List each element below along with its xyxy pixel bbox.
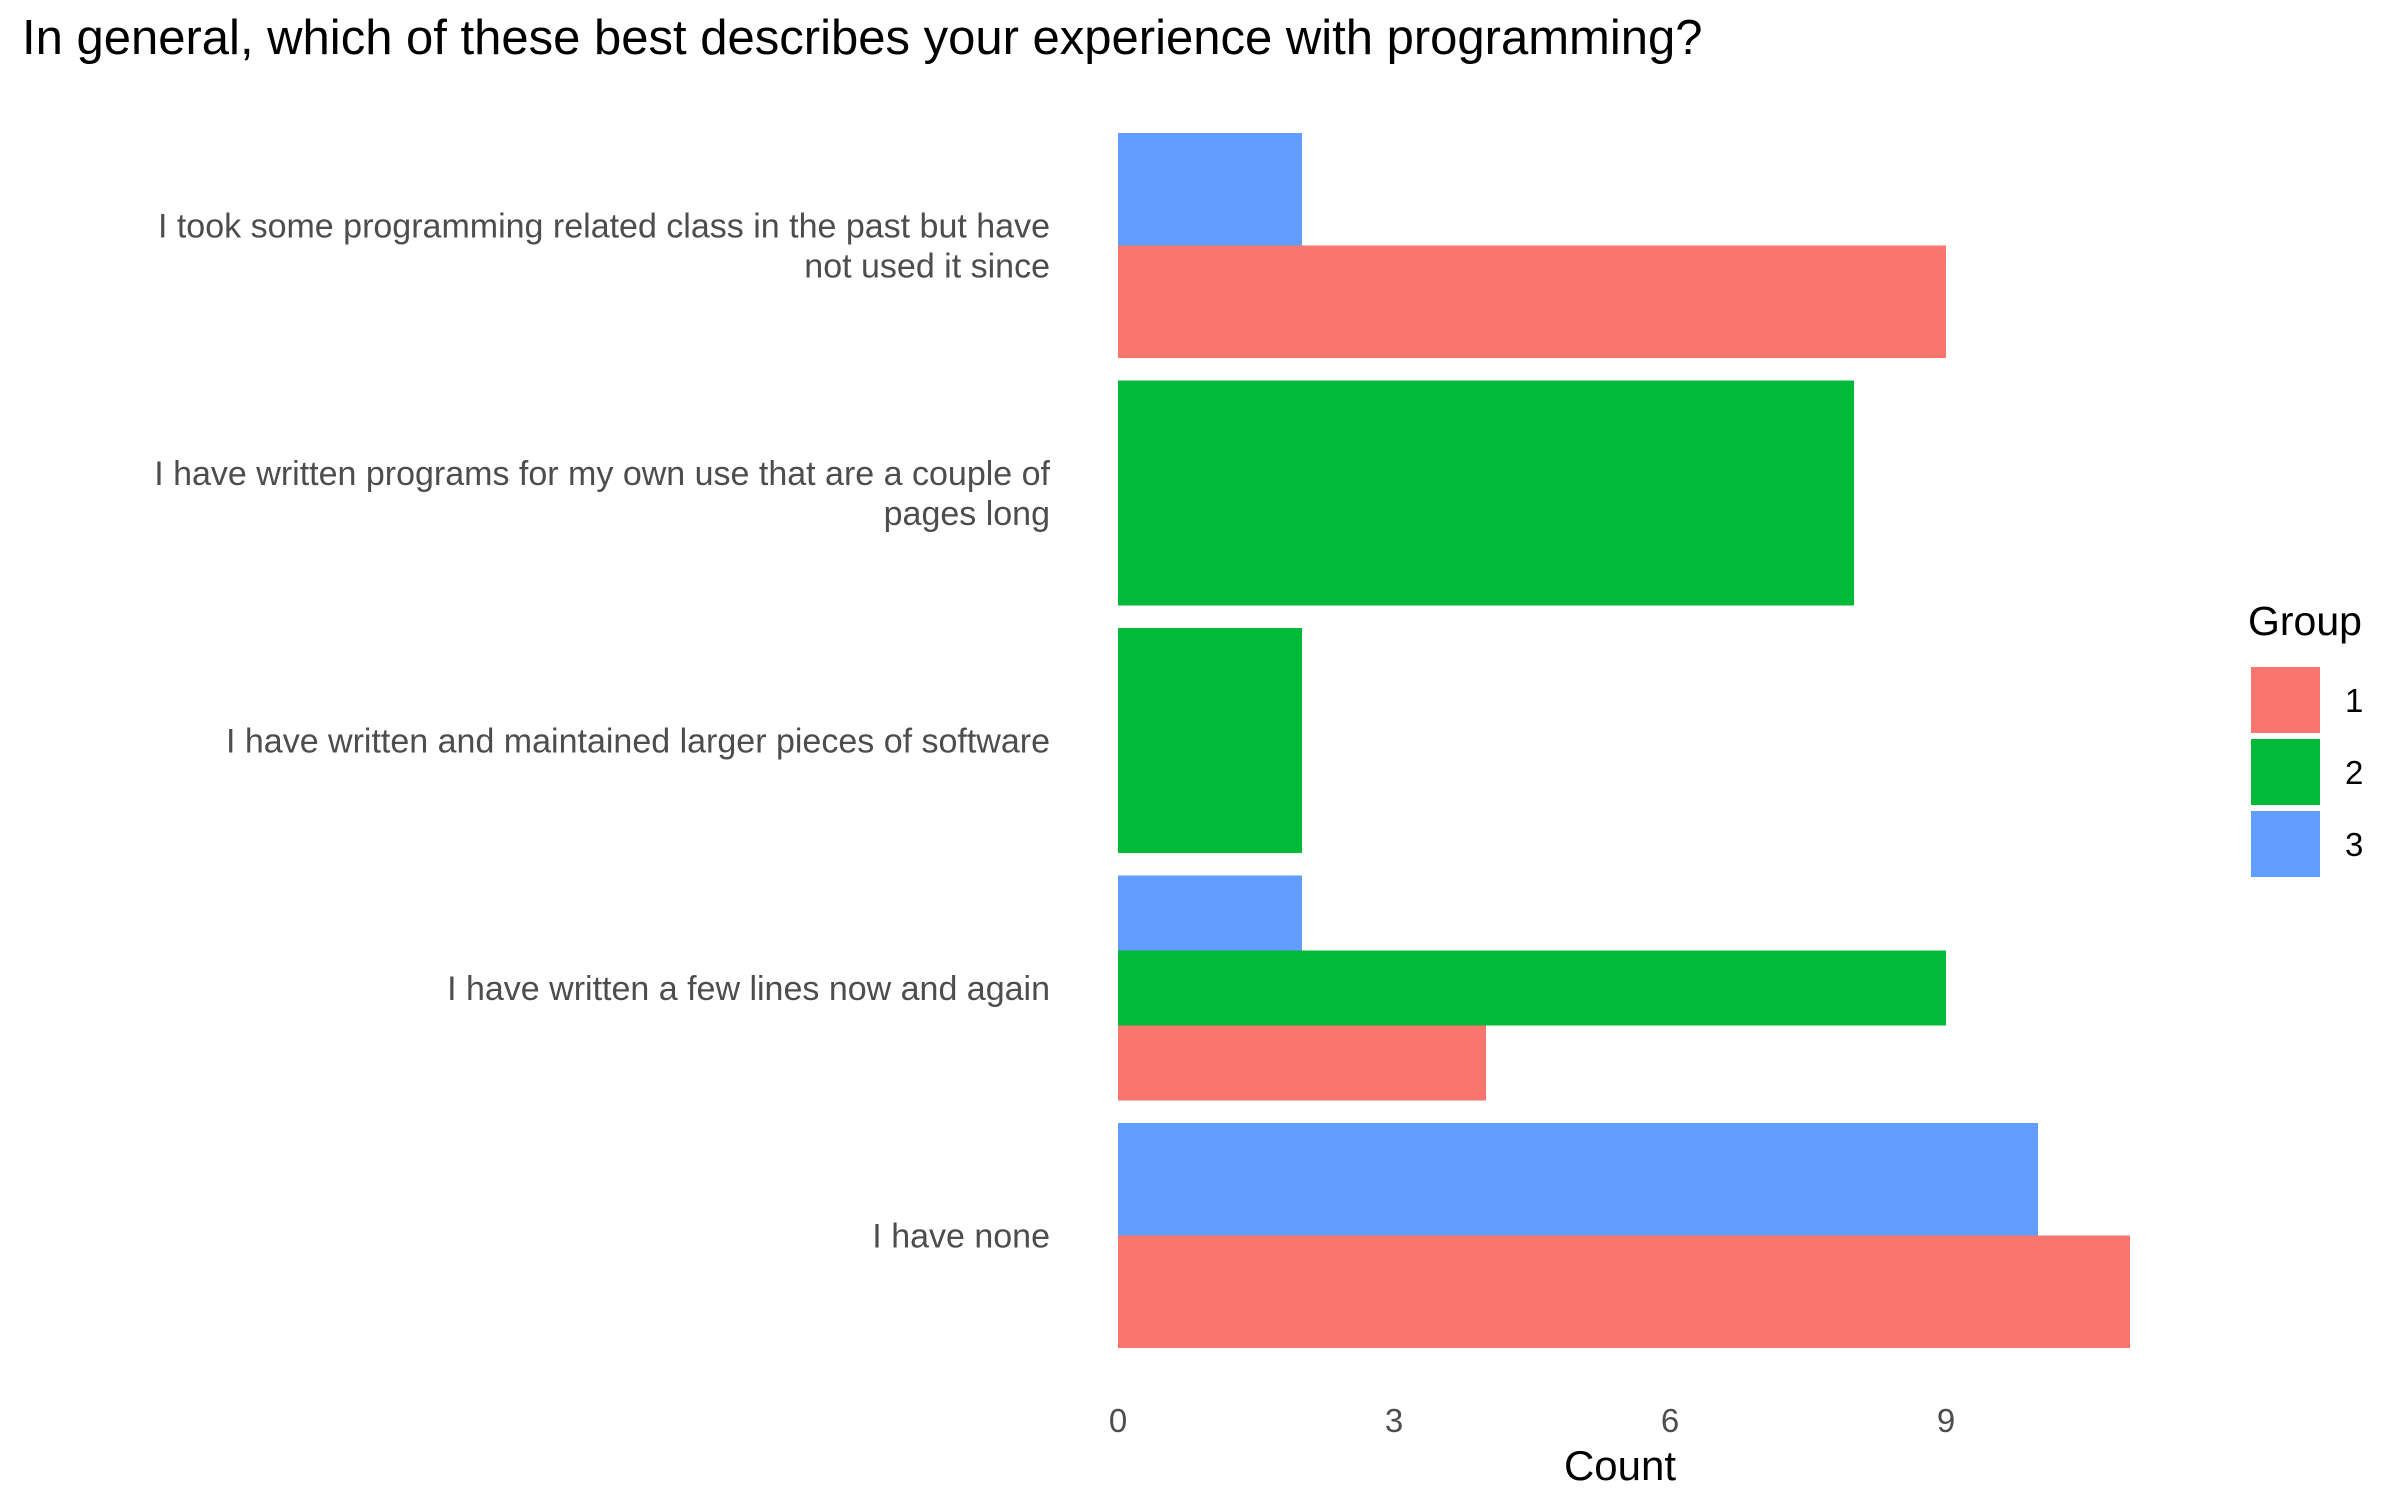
category-label-0-line1: not used it since xyxy=(804,248,1050,286)
category-label-2-line0: I have written and maintained larger pie… xyxy=(226,723,1050,761)
bar-cat3-group3 xyxy=(1118,875,1302,951)
category-label-1-line1: pages long xyxy=(884,495,1050,533)
x-axis-ticks: 0 3 6 9 xyxy=(1109,1402,1955,1439)
bar-cat0-group1 xyxy=(1118,245,1946,358)
bars-layer xyxy=(1118,133,2130,1348)
category-label-0-line0: I took some programming related class in… xyxy=(158,208,1050,246)
category-label-3-line0: I have written a few lines now and again xyxy=(447,970,1050,1008)
x-axis-title: Count xyxy=(1564,1442,1676,1489)
legend: Group 1 2 3 xyxy=(2248,598,2363,877)
x-tick-label-0: 0 xyxy=(1109,1402,1127,1439)
category-label-4-line0: I have none xyxy=(872,1218,1050,1256)
bar-cat4-group3 xyxy=(1118,1123,2038,1236)
bar-cat0-group3 xyxy=(1118,133,1302,246)
bar-cat2-group2 xyxy=(1118,628,1302,853)
chart-title: In general, which of these best describe… xyxy=(22,11,1703,65)
legend-swatch-3 xyxy=(2251,811,2320,877)
bar-cat4-group1 xyxy=(1118,1235,2130,1348)
legend-swatch-2 xyxy=(2251,739,2320,805)
x-tick-label-6: 6 xyxy=(1661,1402,1679,1439)
category-label-1-line0: I have written programs for my own use t… xyxy=(154,455,1050,493)
bar-cat1-group2 xyxy=(1118,380,1854,606)
legend-label-1: 1 xyxy=(2345,682,2363,719)
bar-cat3-group1 xyxy=(1118,1025,1486,1101)
legend-swatch-1 xyxy=(2251,667,2320,733)
legend-label-3: 3 xyxy=(2345,826,2363,863)
category-labels: I took some programming related class in… xyxy=(154,208,1050,1256)
legend-label-2: 2 xyxy=(2345,754,2363,791)
x-tick-label-3: 3 xyxy=(1385,1402,1403,1439)
x-tick-label-9: 9 xyxy=(1937,1402,1955,1439)
legend-title: Group xyxy=(2248,598,2362,644)
bar-cat3-group2 xyxy=(1118,950,1946,1026)
